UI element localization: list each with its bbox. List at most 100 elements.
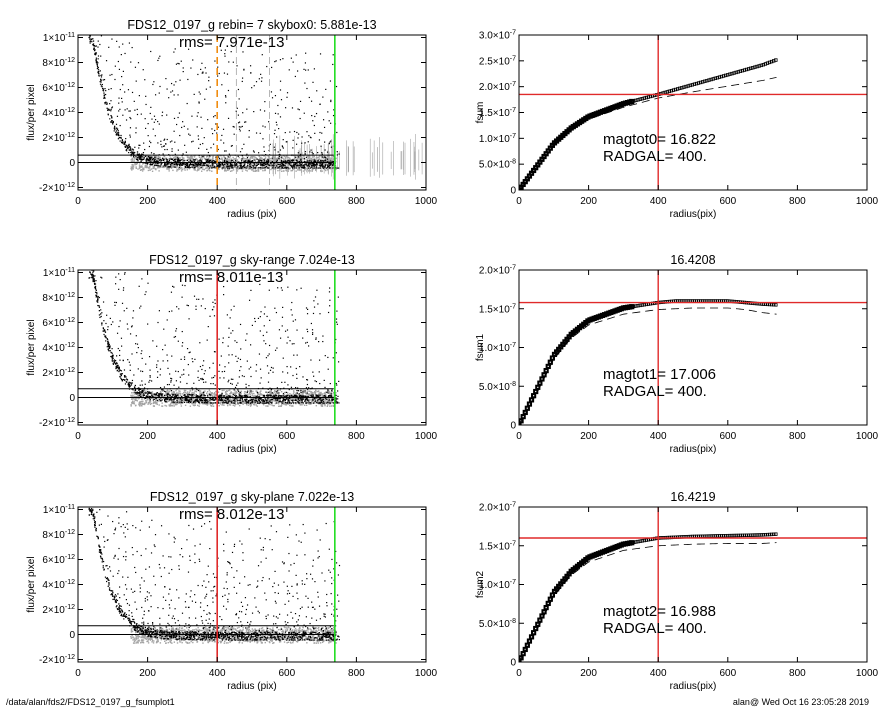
pixel-point xyxy=(276,136,278,138)
noise-point xyxy=(270,401,272,403)
pixel-point xyxy=(183,369,185,371)
pixel-point xyxy=(322,119,325,121)
noise-point xyxy=(197,169,200,171)
pixel-point xyxy=(231,166,233,168)
pixel-point xyxy=(211,128,213,130)
noise-point xyxy=(278,405,280,407)
profile-point xyxy=(92,38,94,40)
pixel-point xyxy=(205,158,207,160)
noise-point xyxy=(330,393,332,395)
noise-point xyxy=(320,169,322,172)
noise-point xyxy=(167,391,169,393)
pixel-point xyxy=(321,165,323,167)
fsum-point xyxy=(746,67,751,71)
pixel-point xyxy=(275,121,277,123)
profile-point xyxy=(192,163,195,165)
pixel-point xyxy=(203,373,205,375)
pixel-point xyxy=(168,166,170,168)
noise-point xyxy=(242,156,244,159)
profile-point xyxy=(128,149,130,151)
pixel-point xyxy=(170,166,172,168)
profile-point xyxy=(275,161,278,163)
noise-point xyxy=(271,167,273,169)
chart-panel-1: rms= 7.971e-130 200 400 600 800 1000-2×10-120… xyxy=(26,18,438,220)
noise-point xyxy=(143,168,145,171)
pixel-point xyxy=(295,54,297,56)
pixel-point xyxy=(144,148,146,151)
pixel-point xyxy=(271,66,273,69)
noise-point xyxy=(146,160,149,163)
noise-point xyxy=(132,397,134,400)
noise-point xyxy=(280,405,283,407)
profile-point xyxy=(124,143,126,145)
tick-label: 2.0×10-7 xyxy=(479,81,516,93)
pixel-point xyxy=(303,112,305,114)
pixel-point xyxy=(182,121,184,123)
pixel-point xyxy=(286,365,288,368)
pixel-point xyxy=(200,164,202,166)
noise-point xyxy=(287,170,289,172)
profile-point xyxy=(183,159,185,162)
noise-point xyxy=(291,169,294,172)
noise-point xyxy=(299,400,301,402)
pixel-point xyxy=(277,151,279,153)
profile-point xyxy=(212,159,214,162)
noise-point xyxy=(238,164,240,167)
pixel-point xyxy=(97,66,99,68)
pixel-point xyxy=(181,284,184,286)
pixel-point xyxy=(218,157,221,160)
pixel-point xyxy=(294,167,296,169)
pixel-point xyxy=(233,126,235,128)
fsum-point xyxy=(709,77,713,82)
pixel-point xyxy=(230,167,232,169)
pixel-point xyxy=(274,61,276,63)
pixel-point xyxy=(104,26,105,27)
profile-point xyxy=(267,160,269,162)
noise-point xyxy=(264,165,266,167)
noise-point xyxy=(253,392,255,395)
profile-point xyxy=(313,161,315,163)
pixel-point xyxy=(330,140,332,142)
noise-point xyxy=(240,390,243,393)
profile-point xyxy=(240,160,243,162)
pixel-point xyxy=(203,381,205,383)
pixel-point xyxy=(121,97,123,100)
pixel-point xyxy=(318,139,321,141)
pixel-point xyxy=(136,159,138,161)
pixel-point xyxy=(228,61,230,63)
noise-point xyxy=(152,159,154,161)
profile-point xyxy=(142,153,144,156)
pixel-point xyxy=(225,402,227,404)
profile-point xyxy=(92,40,95,42)
noise-point xyxy=(187,398,189,400)
pixel-point xyxy=(99,83,102,85)
profile-point xyxy=(229,162,231,164)
noise-point xyxy=(302,170,305,172)
noise-point xyxy=(135,395,137,398)
noise-point xyxy=(330,397,332,399)
noise-point xyxy=(317,399,320,401)
noise-point xyxy=(225,170,227,172)
pixel-point xyxy=(91,18,92,19)
profile-point xyxy=(121,139,124,141)
profile-point xyxy=(132,153,135,155)
noise-point xyxy=(145,166,148,169)
pixel-point xyxy=(247,401,249,403)
profile-point xyxy=(234,165,236,167)
profile-point xyxy=(205,164,207,166)
profile-point xyxy=(110,114,112,117)
noise-point xyxy=(148,160,150,162)
noise-point xyxy=(224,169,226,171)
noise-point xyxy=(175,389,177,392)
noise-point xyxy=(213,402,215,404)
noise-point xyxy=(203,155,205,158)
noise-point xyxy=(286,392,289,394)
noise-point xyxy=(135,157,138,159)
pixel-point xyxy=(335,321,338,323)
fsum-point xyxy=(765,61,770,65)
profile-point xyxy=(247,160,249,162)
pixel-point xyxy=(175,81,177,83)
fsum-point xyxy=(644,95,649,100)
profile-point xyxy=(323,165,325,167)
noise-point xyxy=(202,393,204,396)
